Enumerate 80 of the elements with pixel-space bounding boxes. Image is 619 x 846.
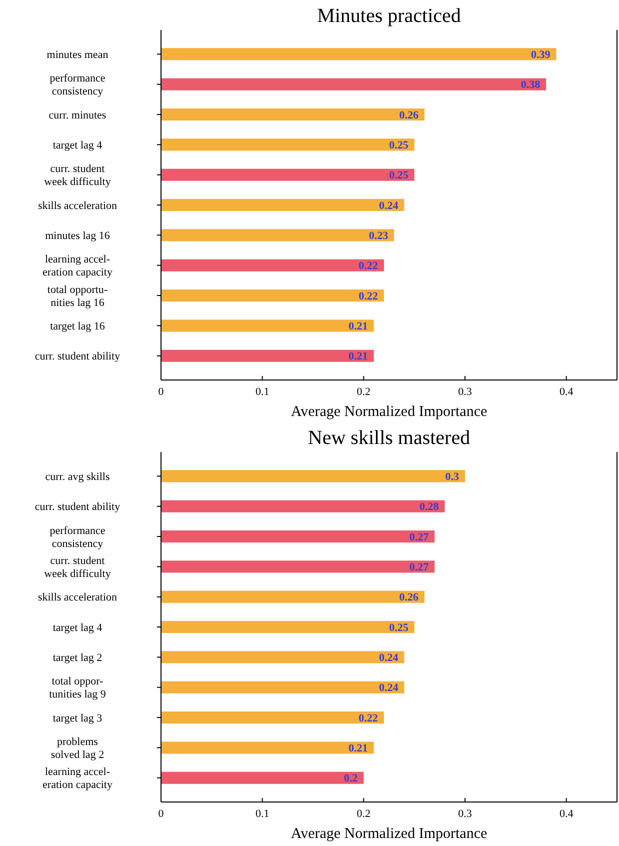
x-tick-label: 0.2: [356, 386, 371, 398]
y-tick-label: target lag 16: [50, 320, 106, 333]
data-label: 0.24: [378, 200, 399, 212]
data-label: 0.27: [409, 531, 430, 544]
data-label: 0.28: [419, 501, 440, 514]
x-tick-label: 0.4: [559, 808, 574, 820]
data-label: 0.39: [530, 48, 551, 61]
y-tick-label: curr. student week difficulty: [44, 555, 112, 580]
y-tick-label: curr. student ability: [34, 350, 121, 363]
x-tick-label: 0: [158, 386, 164, 398]
bar: [161, 590, 424, 603]
bar: [161, 651, 404, 664]
x-tick-label: 0: [158, 808, 164, 820]
y-tick-label: curr. student week difficulty: [44, 163, 112, 188]
bar: [161, 229, 394, 242]
y-tick-label: curr. minutes: [48, 109, 106, 122]
data-label: 0.22: [358, 290, 378, 302]
y-tick-label: learning accel- eration capacity: [42, 766, 113, 792]
y-tick-label: target lag 4: [52, 140, 103, 152]
bar: [161, 289, 384, 302]
data-label: 0.2: [344, 772, 358, 785]
y-tick-label: minutes lag 16: [45, 230, 110, 242]
data-label: 0.26: [399, 109, 419, 122]
bar: [161, 681, 404, 694]
bar: [161, 530, 435, 543]
bar: [161, 198, 404, 212]
y-tick-label: problems solved lag 2: [50, 736, 104, 762]
y-tick-label: target lag 3: [52, 712, 103, 724]
data-label: 0.3: [445, 470, 460, 483]
y-tick-label: curr. student ability: [34, 501, 121, 514]
y-tick-label: skills acceleration: [38, 592, 118, 604]
bar: [161, 742, 374, 754]
bar: [161, 259, 384, 272]
data-label: 0.38: [520, 79, 541, 92]
bar: [161, 350, 374, 362]
chart-title: Minutes practiced: [317, 5, 461, 27]
x-tick-label: 0.3: [458, 386, 472, 398]
bar: [161, 711, 384, 724]
x-tick-label: 0.4: [559, 386, 574, 398]
y-tick-label: performance consistency: [50, 72, 106, 98]
data-label: 0.26: [399, 592, 419, 604]
data-label: 0.21: [348, 350, 368, 363]
bar: [161, 48, 556, 60]
y-tick-label: minutes mean: [46, 48, 109, 61]
y-tick-label: target lag 4: [52, 622, 103, 634]
data-label: 0.23: [368, 230, 389, 242]
x-axis-title: Average Normalized Importance: [290, 404, 488, 420]
data-label: 0.24: [378, 682, 399, 694]
y-tick-label: target lag 2: [52, 652, 102, 664]
data-label: 0.25: [389, 170, 409, 182]
bar: [161, 320, 374, 332]
chart-title: New skills mastered: [308, 427, 470, 449]
x-tick-label: 0.2: [356, 808, 371, 820]
y-tick-label: skills acceleration: [38, 200, 118, 212]
data-label: 0.22: [358, 712, 378, 724]
data-label: 0.24: [378, 652, 399, 664]
data-label: 0.22: [358, 260, 378, 272]
bar: [161, 560, 435, 573]
bar: [161, 78, 546, 90]
y-tick-label: total opportu- nities lag 16: [47, 284, 108, 309]
bar: [161, 620, 414, 634]
data-label: 0.25: [389, 622, 409, 634]
x-axis-title: Average Normalized Importance: [290, 826, 488, 842]
data-label: 0.21: [348, 320, 368, 333]
y-tick-label: curr. avg skills: [45, 470, 110, 483]
bar: [161, 772, 364, 784]
data-label: 0.21: [348, 742, 368, 755]
data-label: 0.25: [389, 140, 409, 152]
x-tick-label: 0.1: [255, 386, 270, 398]
y-tick-label: performance consistency: [50, 524, 106, 550]
x-tick-label: 0.3: [458, 808, 472, 820]
bar: [161, 168, 414, 181]
bar: [161, 138, 414, 151]
bar: [161, 500, 445, 512]
bar: [161, 108, 424, 121]
x-tick-label: 0.1: [255, 808, 270, 820]
y-tick-label: total oppor- tunities lag 9: [49, 676, 106, 701]
data-label: 0.27: [409, 562, 430, 574]
y-tick-label: learning accel- eration capacity: [42, 254, 113, 279]
bar: [161, 470, 465, 482]
